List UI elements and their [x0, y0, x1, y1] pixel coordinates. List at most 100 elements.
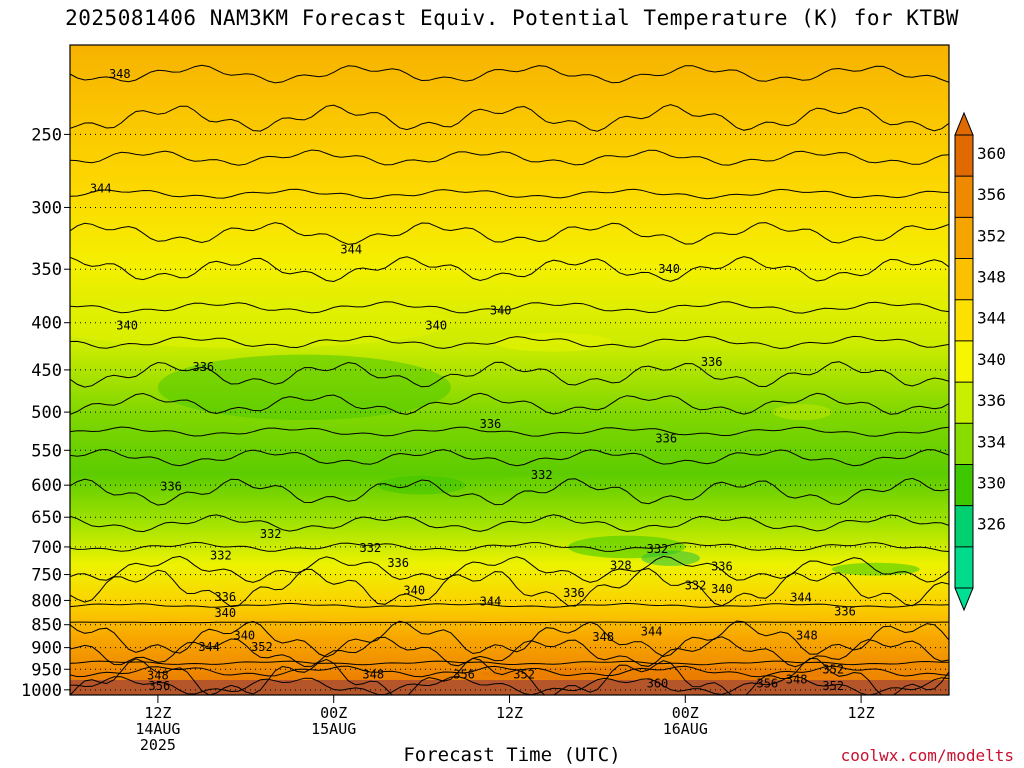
y-tick-label: 600	[31, 476, 62, 496]
contour-label: 336	[160, 479, 182, 493]
site-credit[interactable]: coolwx.com/modelts	[840, 746, 1014, 765]
field-patch	[641, 550, 700, 566]
contour-label: 360	[647, 676, 669, 690]
contour-line	[70, 555, 949, 583]
contour-label: 336	[655, 431, 677, 445]
field-patch	[494, 477, 554, 494]
contour-line	[70, 335, 949, 350]
contour-label: 340	[116, 319, 138, 333]
contour-line	[70, 104, 949, 132]
y-tick-label: 500	[31, 403, 62, 423]
x-tick-label: 12Z	[496, 704, 523, 722]
contour-line	[70, 567, 949, 608]
contour-label: 356	[453, 668, 475, 682]
contour-label: 352	[513, 668, 535, 682]
colorbar-swatch	[955, 258, 973, 301]
field-patch	[157, 354, 451, 421]
contour-label: 348	[147, 669, 169, 683]
contour-label: 344	[198, 640, 220, 654]
contour-line	[70, 541, 949, 552]
field-patch	[494, 332, 613, 352]
contour-line	[70, 660, 949, 666]
contour-label: 328	[610, 558, 632, 572]
colorbar-swatch	[955, 176, 973, 218]
colorbar-label: 360	[977, 144, 1006, 163]
colorbar-swatch	[955, 546, 973, 589]
contour-label: 336	[387, 556, 409, 570]
y-tick-label: 1000	[21, 681, 62, 701]
x-tick-label: 00Z	[320, 704, 347, 722]
field-patch	[773, 404, 832, 421]
contour-label: 340	[214, 606, 236, 620]
contour-line	[70, 657, 949, 695]
contour-line	[70, 665, 949, 678]
x-tick-label: 00Z	[672, 704, 699, 722]
colorbar-label: 344	[977, 309, 1006, 328]
contour-line	[70, 675, 949, 695]
plot-area: 348 344 344 340 340 340 340 336 336 336 336 336 332 3…	[69, 44, 950, 696]
y-tick-label: 900	[31, 639, 62, 659]
y-axis: 250 300 350 400 450 500 550 600 650 700 750 800 850 9…	[21, 125, 70, 701]
y-tick-label: 550	[31, 441, 62, 461]
colorbar-swatch	[955, 423, 973, 465]
contour-label: 336	[563, 586, 585, 600]
contour-label: 332	[210, 548, 232, 562]
x-tick-label: 15AUG	[311, 720, 356, 738]
contour-label: 348	[786, 673, 808, 687]
contour-label: 340	[658, 262, 680, 276]
contour-label: 336	[214, 590, 236, 604]
contour-label: 340	[403, 583, 425, 597]
y-tick-label: 700	[31, 538, 62, 558]
contour-label: 336	[834, 604, 856, 618]
contour-label: 352	[822, 662, 844, 676]
contour-label: 356	[149, 679, 171, 693]
colorbar-arrow-up	[954, 111, 974, 136]
contour-label: 332	[647, 542, 669, 556]
colorbar-frame	[954, 134, 974, 589]
y-tick-label: 400	[31, 314, 62, 334]
contour-line	[70, 620, 949, 658]
y-tick-label: 450	[31, 361, 62, 381]
y-tick-label: 850	[31, 616, 62, 636]
colorbar-swatch	[955, 382, 973, 424]
colorbar-swatch	[955, 217, 973, 260]
contour-label: 344	[90, 181, 112, 195]
y-tick-label: 250	[31, 125, 62, 145]
y-tick-label: 800	[31, 591, 62, 611]
colorbar-label: 336	[977, 391, 1006, 410]
contour-label: 332	[685, 579, 707, 593]
contour-line	[70, 149, 949, 166]
field-patch	[861, 661, 949, 686]
ground-band	[70, 680, 949, 695]
contour-label: 344	[790, 590, 812, 604]
contour-line	[70, 602, 949, 608]
contour-label: 348	[109, 67, 131, 81]
contour-label: 332	[531, 468, 553, 482]
contour-label: 340	[233, 628, 255, 642]
contour-line	[70, 222, 949, 245]
contour-label: 348	[592, 630, 614, 644]
y-tick-label: 650	[31, 508, 62, 528]
contour-label: 336	[711, 559, 733, 573]
x-tick-label: 14AUG	[135, 720, 180, 738]
contour-line	[70, 64, 949, 84]
field-patch	[831, 562, 920, 576]
y-tick-label: 300	[31, 198, 62, 218]
contour-line	[70, 392, 949, 415]
contour-line	[70, 621, 949, 624]
colorbar-swatch	[955, 505, 973, 548]
contour-label: 352	[822, 679, 844, 693]
x-tick-label: 2025	[140, 736, 176, 754]
contour-line	[70, 361, 949, 388]
contour-label: 332	[359, 541, 381, 555]
contour-label: 336	[701, 355, 723, 369]
contour-line	[70, 448, 949, 467]
colorbar-label: 348	[977, 268, 1006, 287]
x-tick-label: 12Z	[848, 704, 875, 722]
x-tick-label: 16AUG	[663, 720, 708, 738]
contour-line	[70, 514, 949, 533]
colorbar-label: 326	[977, 515, 1006, 534]
colorbar-label: 334	[977, 432, 1006, 451]
contour-label: 336	[480, 417, 502, 431]
